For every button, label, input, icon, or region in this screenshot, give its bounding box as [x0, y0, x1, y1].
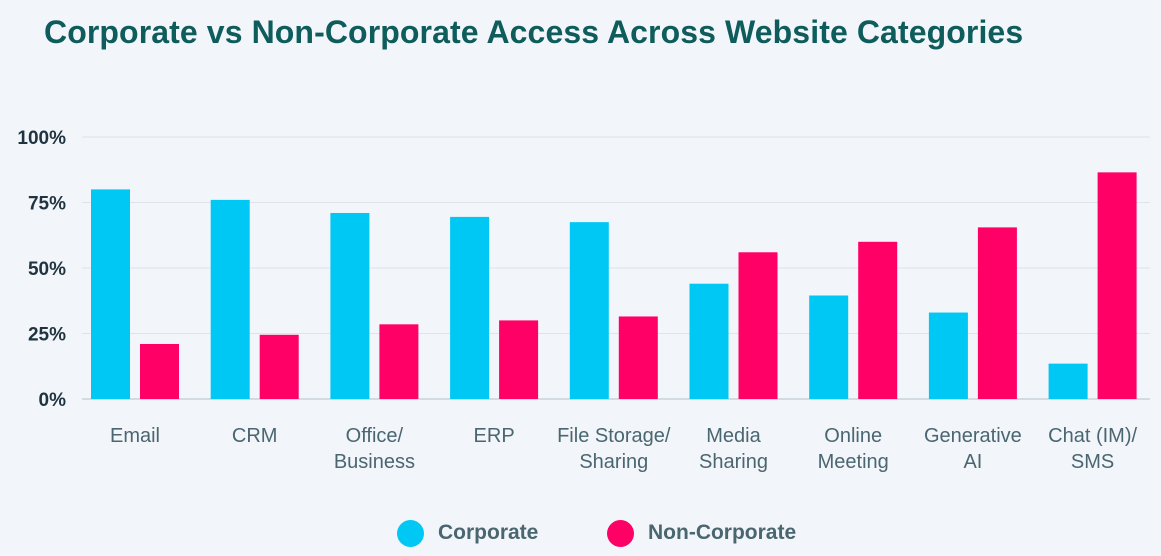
- bar-non-corporate-3: Non-Corporate: 30%: [499, 320, 539, 399]
- x-tick-label: Office/Business: [334, 425, 415, 473]
- legend: Corporate Non-Corporate: [0, 515, 1161, 551]
- legend-swatch-non-corporate: [607, 519, 634, 547]
- x-tick-label: ERP: [474, 425, 515, 447]
- y-axis-ticks: 0% 25% 50% 75% 100%: [17, 128, 66, 411]
- legend-swatch-corporate: [397, 519, 424, 547]
- y-tick-label: 50%: [28, 259, 66, 280]
- y-tick-label: 100%: [17, 128, 66, 149]
- bar-non-corporate-4: Non-Corporate: 31.5%: [618, 316, 658, 399]
- bar-corporate-5: Corporate: 44%: [689, 283, 729, 399]
- bar-corporate-0: Corporate: 80%: [91, 189, 130, 399]
- x-tick-label: Online Meeting: [818, 425, 889, 473]
- legend-item-corporate: Corporate: [397, 515, 538, 551]
- bar-non-corporate-2: Non-Corporate: 28.5%: [379, 324, 419, 399]
- chart-title: Corporate vs Non-Corporate Access Across…: [44, 14, 1024, 50]
- x-tick-label: Media Sharing: [699, 425, 768, 473]
- x-tick-label: CRM: [232, 425, 278, 447]
- x-tick-label: Email: [110, 425, 160, 447]
- legend-label-non-corporate: Non-Corporate: [648, 521, 797, 544]
- x-tick-label: Generative AI: [924, 425, 1022, 473]
- legend-label-corporate: Corporate: [438, 521, 539, 544]
- bar-non-corporate-1: Non-Corporate: 24.5%: [259, 334, 299, 399]
- bar-non-corporate-0: Non-Corporate: 21%: [140, 343, 179, 399]
- legend-item-non-corporate: Non-Corporate: [607, 515, 796, 551]
- bar-corporate-8: Corporate: 13.5%: [1048, 363, 1088, 399]
- bar-non-corporate-6: Non-Corporate: 60%: [858, 241, 898, 399]
- y-tick-label: 75%: [28, 194, 66, 215]
- bar-corporate-6: Corporate: 39.5%: [809, 295, 849, 399]
- bar-chart: 0% 25% 50% 75% 100% Corporate: 80% Non-Corpor…: [17, 128, 1150, 473]
- bar-corporate-3: Corporate: 69.5%: [450, 216, 490, 399]
- bar-corporate-4: Corporate: 67.5%: [569, 222, 609, 399]
- y-tick-label: 0%: [39, 390, 67, 411]
- bar-non-corporate-5: Non-Corporate: 56%: [738, 252, 778, 399]
- x-tick-label: File Storage/Sharing: [557, 425, 671, 473]
- bar-corporate-1: Corporate: 76%: [210, 199, 250, 399]
- y-tick-label: 25%: [28, 325, 66, 346]
- bars: Corporate: 80% Non-Corporate: 21% Corporat…: [91, 172, 1137, 399]
- bar-non-corporate-8: Non-Corporate: 86.5%: [1097, 172, 1137, 399]
- x-tick-label: Chat (IM)/SMS: [1048, 425, 1137, 473]
- x-axis-category-labels: Email CRM Office/Business ERP File Storage/S…: [110, 425, 1137, 473]
- bar-non-corporate-7: Non-Corporate: 65.5%: [977, 227, 1017, 399]
- bar-corporate-2: Corporate: 71%: [330, 212, 370, 399]
- bar-corporate-7: Corporate: 33%: [928, 312, 968, 399]
